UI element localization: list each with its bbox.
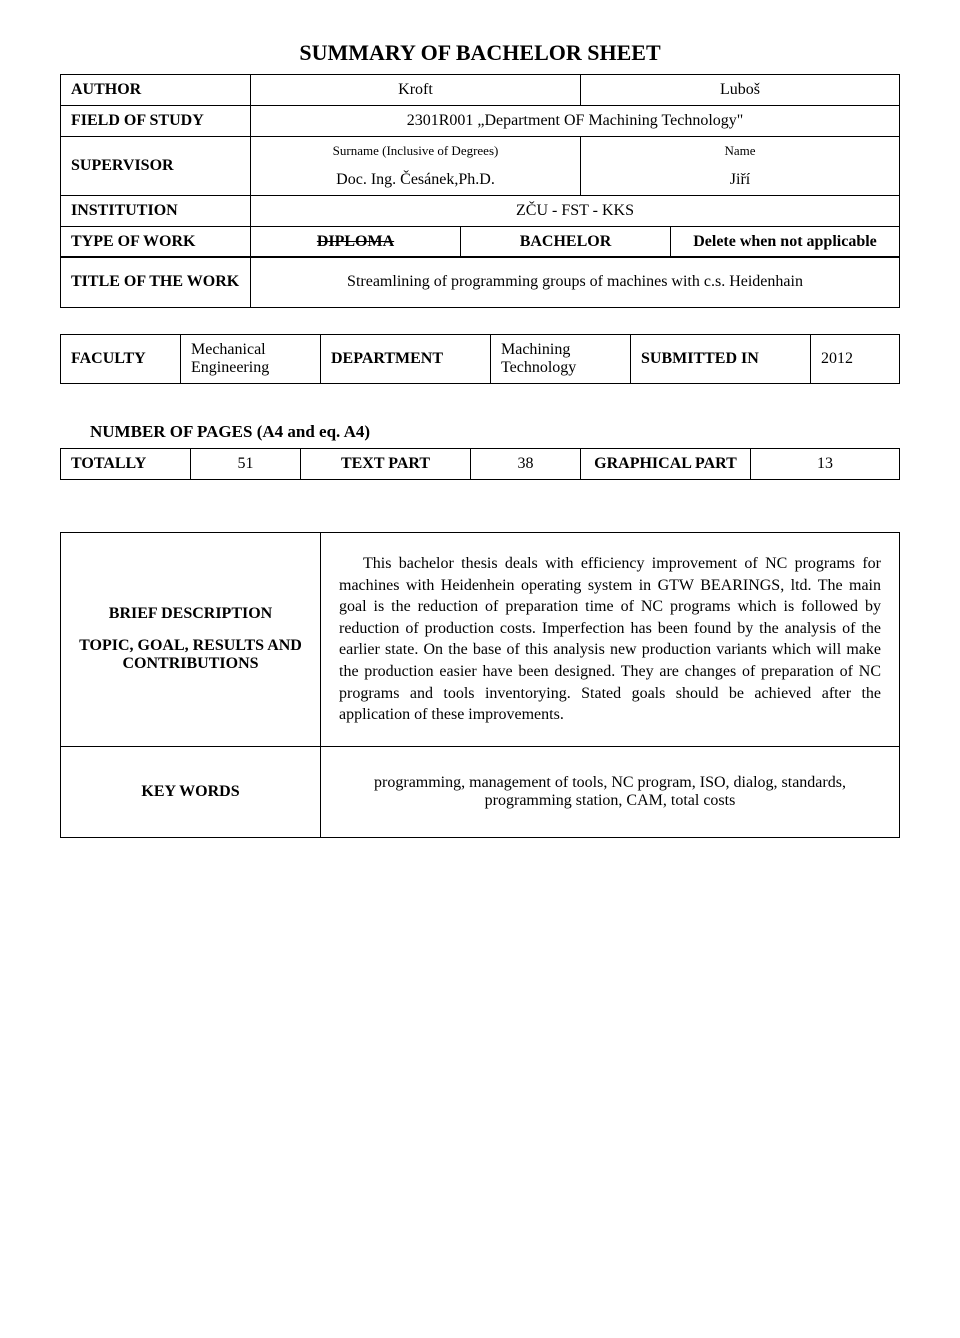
name-header: Name [581,137,900,166]
department-value: Machining Technology [491,335,631,384]
field-value: 2301R001 „Department OF Machining Techno… [251,106,900,137]
submitted-label: SUBMITTED IN [631,335,811,384]
supervisor-name: Jiří [581,165,900,196]
submitted-value: 2012 [811,335,900,384]
institution-value: ZČU - FST - KKS [251,196,900,227]
faculty-value: Mechanical Engineering [181,335,321,384]
institution-label: INSTITUTION [61,196,251,227]
keywords-text: programming, management of tools, NC pro… [321,746,900,837]
brief-label-2: TOPIC, GOAL, RESULTS AND CONTRIBUTIONS [71,637,310,673]
pages-table: TOTALLY 51 TEXT PART 38 GRAPHICAL PART 1… [60,448,900,480]
supervisor-surname: Doc. Ing. Česánek,Ph.D. [251,165,581,196]
totally-value: 51 [191,449,301,480]
text-value: 38 [471,449,581,480]
keywords-label: KEY WORDS [61,746,321,837]
author-label: AUTHOR [61,75,251,106]
title-work-table: TITLE OF THE WORK Streamlining of progra… [60,256,900,308]
brief-label-1: BRIEF DESCRIPTION [71,605,310,623]
brief-label-cell: BRIEF DESCRIPTION TOPIC, GOAL, RESULTS A… [61,533,321,747]
type-table: TYPE OF WORK DIPLOMA BACHELOR Delete whe… [60,226,900,258]
author-surname: Kroft [251,75,581,106]
header-table: AUTHOR Kroft Luboš FIELD OF STUDY 2301R0… [60,74,900,227]
text-label: TEXT PART [301,449,471,480]
graphical-label: GRAPHICAL PART [581,449,751,480]
department-label: DEPARTMENT [321,335,491,384]
title-work-label: TITLE OF THE WORK [61,257,251,308]
title-work-value: Streamlining of programming groups of ma… [251,257,900,308]
type-note: Delete when not applicable [671,226,900,257]
brief-text: This bachelor thesis deals with efficien… [321,533,900,747]
surname-header: Surname (Inclusive of Degrees) [251,137,581,166]
graphical-value: 13 [751,449,900,480]
field-label: FIELD OF STUDY [61,106,251,137]
type-bachelor: BACHELOR [461,226,671,257]
supervisor-label: SUPERVISOR [61,137,251,196]
brief-table: BRIEF DESCRIPTION TOPIC, GOAL, RESULTS A… [60,532,900,838]
type-diploma: DIPLOMA [251,226,461,257]
page-title: SUMMARY OF BACHELOR SHEET [60,40,900,66]
faculty-label: FACULTY [61,335,181,384]
totally-label: TOTALLY [61,449,191,480]
author-name: Luboš [581,75,900,106]
faculty-table: FACULTY Mechanical Engineering DEPARTMEN… [60,334,900,384]
type-label: TYPE OF WORK [61,226,251,257]
pages-header: NUMBER OF PAGES (A4 and eq. A4) [90,422,900,442]
